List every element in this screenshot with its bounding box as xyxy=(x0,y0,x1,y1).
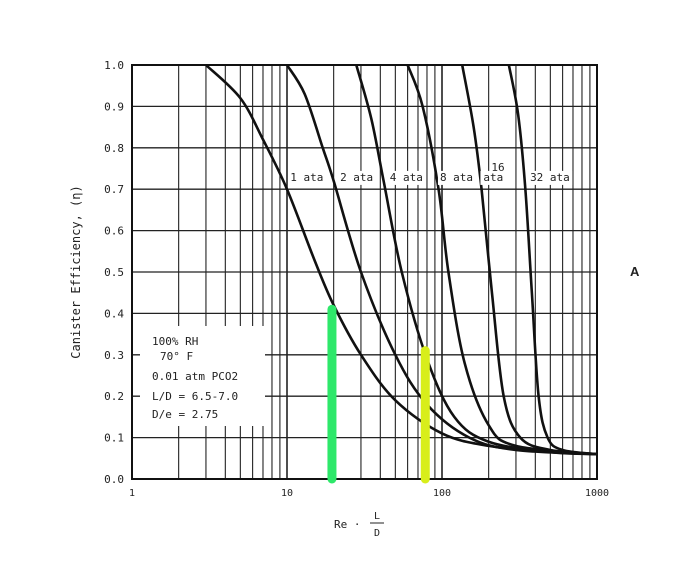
y-tick-label: 0.4 xyxy=(104,307,124,320)
series-label: ata xyxy=(483,171,503,184)
tick-labels: 0.0 0.1 0.2 0.3 0.4 0.5 0.6 0.7 0.8 0.9 1.0 1 10 100 1… xyxy=(104,59,609,499)
y-tick-label: 0.7 xyxy=(104,183,124,196)
series-label: 1 ata xyxy=(290,171,323,184)
annotation-line: L/D = 6.5-7.0 xyxy=(152,390,238,403)
y-tick-label: 0.9 xyxy=(104,100,124,113)
x-tick-label: 100 xyxy=(433,488,451,499)
x-tick-label: 10 xyxy=(281,488,293,499)
annotation-line: 100% RH xyxy=(152,335,198,348)
series-lines xyxy=(205,64,598,456)
x-tick-label: 1000 xyxy=(585,488,609,499)
series-label: 32 ata xyxy=(530,171,570,184)
annotation-line: 0.01 atm PCO2 xyxy=(152,370,238,383)
series-label: 8 ata xyxy=(440,171,473,184)
x-tick-label: 1 xyxy=(129,488,135,499)
series-line-16 xyxy=(460,64,598,456)
y-tick-label: 0.8 xyxy=(104,142,124,155)
label-bg xyxy=(480,170,511,185)
label-bg xyxy=(288,170,326,185)
y-tick-label: 0.0 xyxy=(104,473,124,486)
series-label: 4 ata xyxy=(390,171,423,184)
series-line-32-ata xyxy=(507,64,598,456)
series-line-8-ata xyxy=(406,64,598,456)
series-line-2-ata xyxy=(285,64,598,456)
highlight-markers xyxy=(327,304,430,484)
label-bg xyxy=(437,170,476,185)
y-tick-label: 0.6 xyxy=(104,225,124,238)
plot-frame xyxy=(131,64,598,480)
y-tick-label: 1.0 xyxy=(104,59,124,72)
y-tick-label: 0.5 xyxy=(104,266,124,279)
label-bg xyxy=(387,170,426,185)
series-label: 2 ata xyxy=(340,171,373,184)
y-tick-label: 0.2 xyxy=(104,390,124,403)
x-axis-label-num: L xyxy=(374,511,380,522)
series-label: 16 xyxy=(491,161,504,174)
annotation-line: 70° F xyxy=(160,350,193,363)
label-bg xyxy=(338,170,376,185)
x-axis-label-den: D xyxy=(374,528,380,539)
x-axis-label: Re · L D xyxy=(334,511,384,539)
annotation-line: D/e = 2.75 xyxy=(152,408,218,421)
panel-label: A xyxy=(630,264,640,279)
label-bg xyxy=(528,170,573,185)
y-axis-label: Canister Efficiency, (η) xyxy=(69,185,83,358)
x-axis-label-prefix: Re · xyxy=(334,518,361,531)
y-tick-label: 0.3 xyxy=(104,349,124,362)
annotation-box: 100% RH 70° F 0.01 atm PCO2 L/D = 6.5-7.… xyxy=(140,326,265,426)
y-tick-label: 0.1 xyxy=(104,432,124,445)
